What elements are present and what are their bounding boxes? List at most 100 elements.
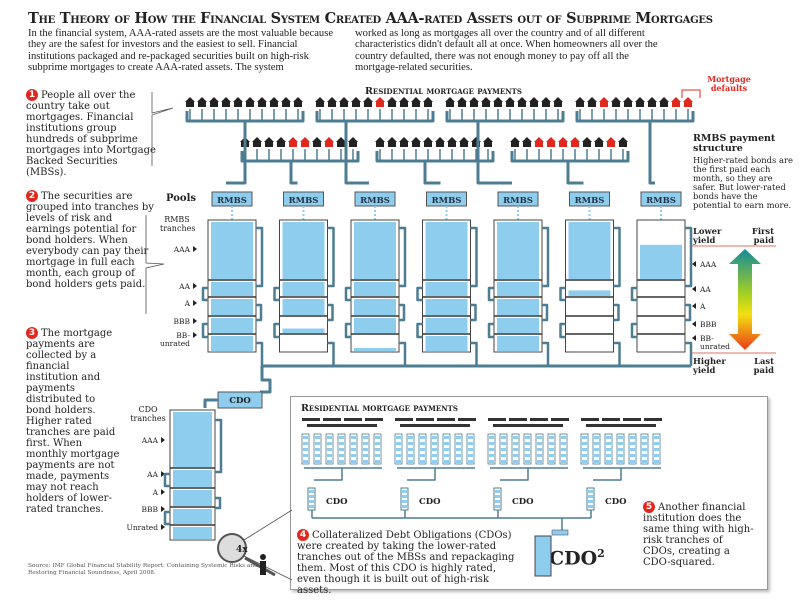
house-body	[571, 142, 579, 147]
mini-tranche	[309, 505, 314, 508]
mini-tranche	[501, 460, 506, 463]
house-body	[294, 102, 302, 107]
tranche-water-bb-unrated	[425, 336, 468, 351]
house-icon	[435, 137, 445, 147]
structure-tranche-bb-unrated: BB-	[700, 334, 714, 343]
tranche-water-aa	[282, 282, 325, 296]
mini-tranche	[351, 448, 356, 451]
overflow-pipe	[542, 303, 549, 322]
house-body	[576, 102, 584, 107]
house-icon	[659, 97, 669, 107]
mini-tranche	[309, 490, 314, 493]
cdo-tranche-label-unrated: Unrated	[127, 523, 159, 532]
mini-tranche	[303, 454, 308, 457]
house-icon	[411, 137, 421, 147]
rmbs-tranches-label: RMBS tranches	[160, 215, 196, 233]
mortgage-defaults-label: Mortgage defaults	[707, 74, 751, 93]
cdo-tranche-water-aaa	[173, 412, 212, 467]
mini-tranche	[594, 454, 599, 457]
yield-arrow-icon	[729, 249, 761, 350]
house-body	[672, 102, 680, 107]
mini-tranche	[432, 460, 437, 463]
overflow-pipe	[201, 286, 208, 302]
overflow-pipe	[630, 322, 637, 339]
overflow-pipe	[613, 303, 620, 322]
house-roof	[336, 137, 346, 142]
mini-house-row	[488, 418, 506, 421]
house-icon	[582, 137, 592, 147]
structure-tranche-aa: AA	[699, 285, 711, 294]
mini-tranche	[549, 442, 554, 445]
house-roof	[558, 137, 568, 142]
mini-tranche	[432, 454, 437, 457]
mini-house-row	[530, 418, 548, 421]
overflow-pipe	[215, 496, 222, 510]
mini-tranche	[303, 436, 308, 439]
mini-tranche	[402, 490, 407, 493]
mini-tranche	[501, 454, 506, 457]
house-roof	[505, 97, 515, 102]
mini-tranche	[339, 442, 344, 445]
structure-tranche-bbb: BBB	[700, 320, 717, 329]
house-roof	[281, 97, 291, 102]
house-body	[482, 102, 490, 107]
step-number: 1	[26, 89, 38, 101]
outflow-pipe	[327, 341, 335, 366]
house-body	[424, 102, 432, 107]
collector-pipe	[575, 111, 695, 123]
house-icon	[269, 97, 279, 107]
cdo-feed-pipe	[260, 366, 272, 394]
cdo-tranche-label-a: A	[152, 488, 159, 497]
mini-feed	[407, 468, 436, 481]
overflow-pipe	[399, 226, 407, 288]
mini-tranche	[561, 442, 566, 445]
house-roof	[288, 137, 298, 142]
overflow-pipe	[487, 286, 494, 302]
mini-tranche	[327, 460, 332, 463]
house-body	[328, 102, 336, 107]
house-roof	[348, 137, 358, 142]
mini-tranche	[339, 436, 344, 439]
house-roof	[351, 97, 361, 102]
defaulted-house-icon	[683, 97, 693, 107]
note-text: The securities are grouped into tranches…	[26, 191, 154, 290]
mini-tranche	[489, 460, 494, 463]
mini-tranche	[315, 460, 320, 463]
house-body	[607, 142, 615, 147]
structure-tranche-aaa: AAA	[699, 260, 717, 269]
overflow-pipe	[256, 303, 263, 322]
house-roof	[534, 137, 544, 142]
cdo-tranche-label-bbb: BBB	[141, 505, 158, 514]
mini-tranche	[501, 436, 506, 439]
mini-tranche	[432, 436, 437, 439]
mini-tranche	[420, 442, 425, 445]
tranche-arrow-icon	[193, 318, 197, 324]
mini-tranche	[654, 448, 659, 451]
mini-tranche	[618, 448, 623, 451]
tranche-water-a	[425, 299, 468, 315]
mini-feed	[314, 468, 343, 481]
tranche-arrow-icon	[193, 332, 197, 338]
mini-tranche	[513, 436, 518, 439]
mini-tranche	[468, 454, 473, 457]
house-body	[277, 142, 285, 147]
house-roof	[618, 137, 628, 142]
tranche-water-aaa	[211, 222, 253, 279]
mini-tranche	[501, 442, 506, 445]
house-body	[258, 102, 266, 107]
mini-tranche	[363, 454, 368, 457]
tranche-water-bbb	[354, 318, 396, 333]
house-icon	[348, 137, 358, 147]
collector-pipe	[315, 111, 435, 123]
mini-tranche	[606, 460, 611, 463]
mini-tranche	[606, 454, 611, 457]
house-body	[388, 142, 396, 147]
mini-house-row	[602, 418, 620, 421]
house-roof	[315, 97, 325, 102]
house-roof	[209, 97, 219, 102]
house-icon	[447, 137, 457, 147]
overflow-pipe	[416, 286, 423, 302]
source-note: Source: IMF Global Financial Stability R…	[28, 563, 258, 576]
defaulted-house-icon	[570, 137, 580, 147]
house-body	[595, 142, 603, 147]
